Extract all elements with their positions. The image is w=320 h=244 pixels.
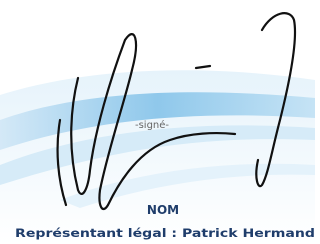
- signature-block: -signé- NOM Représentant légal : Patrick…: [0, 0, 315, 244]
- page: -signé- NOM Représentant légal : Patrick…: [0, 0, 315, 244]
- stamp: -signé-: [135, 119, 169, 131]
- signatory: Représentant légal : Patrick Hermand: [15, 226, 315, 240]
- heading: NOM: [147, 203, 179, 217]
